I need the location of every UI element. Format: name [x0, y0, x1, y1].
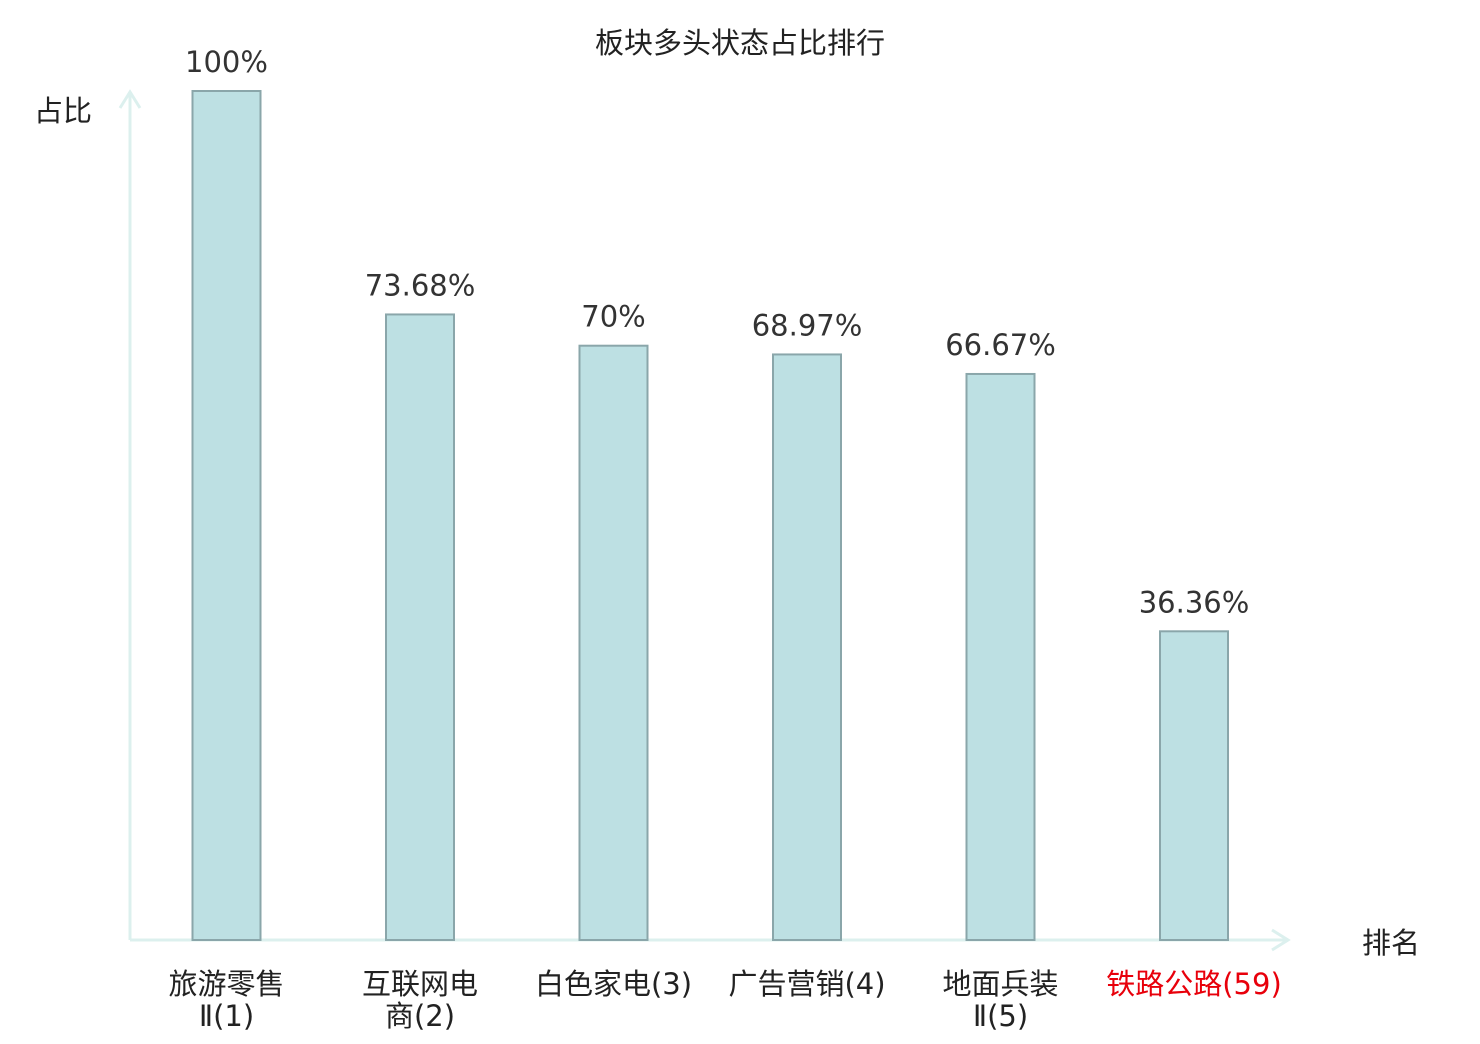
- bar-3: [578, 344, 649, 941]
- value-label-2: 73.68%: [365, 268, 476, 302]
- category-label-5-line-2: Ⅱ(5): [973, 999, 1028, 1033]
- category-label-2-line-2: 商(2): [385, 999, 455, 1033]
- bar-4: [772, 353, 842, 941]
- x-axis-label: 排名: [1362, 926, 1420, 960]
- value-label-1: 100%: [185, 45, 268, 79]
- category-label-5: 地面兵装 Ⅱ(5): [942, 967, 1058, 1033]
- category-label-3: 白色家电(3): [535, 967, 692, 1001]
- category-label-1: 旅游零售 Ⅱ(1): [168, 967, 284, 1033]
- bar-6: [1159, 630, 1229, 941]
- category-label-1-line-2: Ⅱ(1): [199, 999, 254, 1033]
- category-label-2: 互联网电商(2): [362, 967, 478, 1033]
- category-labels-group: 旅游零售 Ⅱ(1) 互联网电商(2) 白色家电(3) 广告营销(4) 地面兵装 Ⅱ(5) 铁路…: [168, 967, 1281, 1033]
- category-label-2-line-1: 互联网电: [362, 967, 478, 1001]
- bar-5: [965, 372, 1036, 942]
- y-axis-label: 占比: [34, 94, 92, 128]
- bar-1: [191, 90, 262, 941]
- bar-2: [385, 313, 455, 941]
- value-label-5: 66.67%: [945, 328, 1056, 362]
- value-label-3: 70%: [581, 300, 645, 334]
- y-axis-arrowhead: [118, 89, 142, 109]
- axes: [118, 89, 1291, 952]
- chart-title: 板块多头状态占比排行: [595, 26, 885, 60]
- bars-group: [191, 90, 1229, 942]
- category-label-4-line-1: 广告营销(4): [728, 967, 885, 1001]
- category-label-6-line-1: 铁路公路(59): [1106, 967, 1282, 1001]
- category-label-4: 广告营销(4): [728, 967, 885, 1001]
- value-label-4: 68.97%: [752, 308, 863, 342]
- category-label-6: 铁路公路(59): [1106, 967, 1282, 1001]
- x-axis-arrowhead: [1271, 928, 1291, 952]
- category-label-1-line-1: 旅游零售: [168, 967, 284, 1001]
- category-label-3-line-1: 白色家电(3): [535, 967, 692, 1001]
- category-label-5-line-1: 地面兵装: [942, 967, 1058, 1001]
- value-label-6: 36.36%: [1139, 585, 1250, 619]
- value-labels-group: 100% 73.68% 70% 68.97% 66.67% 36.36%: [185, 45, 1249, 619]
